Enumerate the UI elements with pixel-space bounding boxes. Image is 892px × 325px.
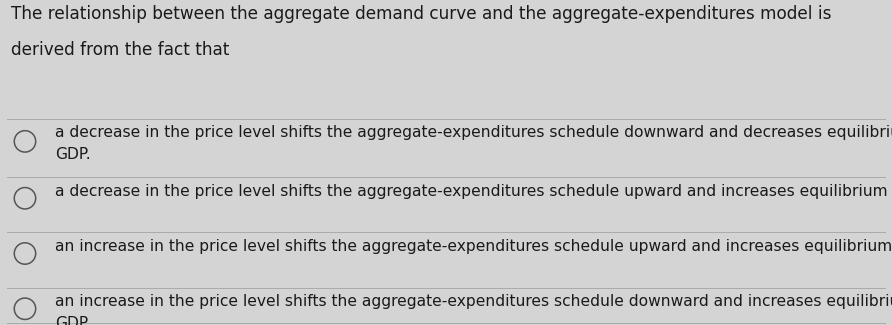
- Text: an increase in the price level shifts the aggregate-expenditures schedule upward: an increase in the price level shifts th…: [55, 239, 892, 254]
- Text: The relationship between the aggregate demand curve and the aggregate-expenditur: The relationship between the aggregate d…: [11, 5, 831, 23]
- Text: a decrease in the price level shifts the aggregate-expenditures schedule downwar: a decrease in the price level shifts the…: [55, 125, 892, 162]
- Text: an increase in the price level shifts the aggregate-expenditures schedule downwa: an increase in the price level shifts th…: [55, 294, 892, 325]
- Text: a decrease in the price level shifts the aggregate-expenditures schedule upward : a decrease in the price level shifts the…: [55, 184, 892, 199]
- Text: derived from the fact that: derived from the fact that: [11, 41, 229, 58]
